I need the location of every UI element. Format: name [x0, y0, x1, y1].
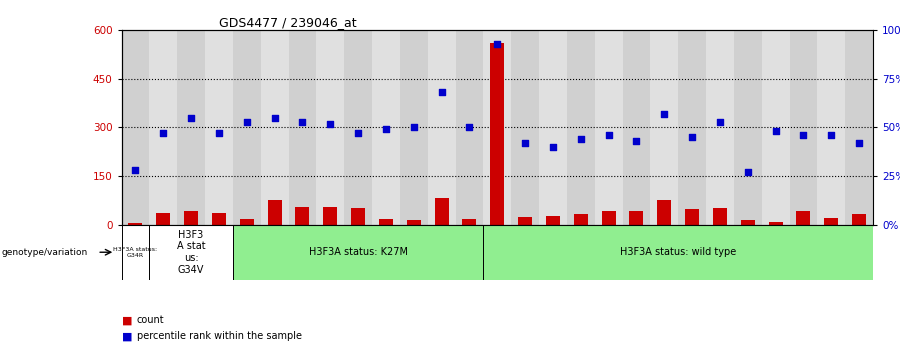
Point: [518, 140, 532, 146]
Point: [490, 41, 504, 46]
Point: [156, 130, 170, 136]
Text: H3F3A status: wild type: H3F3A status: wild type: [620, 247, 736, 257]
Point: [212, 130, 226, 136]
Bar: [205, 30, 233, 225]
Text: H3F3A status: K27M: H3F3A status: K27M: [309, 247, 408, 257]
Text: ■: ■: [122, 315, 132, 325]
Text: genotype/variation: genotype/variation: [2, 248, 88, 257]
Bar: [491, 43, 504, 225]
Point: [267, 115, 282, 120]
Bar: [567, 30, 595, 225]
Text: ■: ■: [122, 331, 132, 341]
Text: H3F3A status:
G34R: H3F3A status: G34R: [113, 247, 158, 258]
Point: [573, 136, 588, 142]
Bar: [789, 30, 817, 225]
Point: [601, 132, 616, 138]
Point: [351, 130, 365, 136]
Bar: [344, 30, 372, 225]
Bar: [316, 30, 344, 225]
Text: GDS4477 / 239046_at: GDS4477 / 239046_at: [220, 16, 356, 29]
Bar: [629, 211, 643, 225]
Bar: [483, 30, 511, 225]
Point: [435, 90, 449, 95]
Point: [323, 121, 338, 126]
Point: [741, 169, 755, 175]
Bar: [177, 30, 205, 225]
Bar: [734, 30, 761, 225]
Bar: [539, 30, 567, 225]
Bar: [574, 215, 588, 225]
Text: count: count: [137, 315, 165, 325]
Bar: [212, 213, 226, 225]
Point: [407, 125, 421, 130]
Bar: [400, 30, 428, 225]
Bar: [233, 225, 483, 280]
Bar: [824, 218, 838, 225]
Point: [379, 126, 393, 132]
Point: [239, 119, 254, 125]
Bar: [483, 225, 873, 280]
Bar: [601, 211, 616, 225]
Point: [657, 111, 671, 116]
Bar: [845, 30, 873, 225]
Point: [629, 138, 643, 144]
Bar: [289, 30, 316, 225]
Bar: [657, 200, 671, 225]
Bar: [679, 30, 706, 225]
Bar: [463, 219, 476, 225]
Bar: [623, 30, 651, 225]
Bar: [428, 30, 455, 225]
Bar: [796, 211, 810, 225]
Point: [852, 140, 867, 146]
Point: [713, 119, 727, 125]
Bar: [122, 225, 149, 280]
Bar: [129, 223, 142, 225]
Bar: [685, 209, 699, 225]
Point: [128, 167, 142, 173]
Point: [824, 132, 839, 138]
Bar: [233, 30, 261, 225]
Bar: [157, 213, 170, 225]
Bar: [511, 30, 539, 225]
Bar: [435, 198, 448, 225]
Point: [184, 115, 198, 120]
Bar: [713, 208, 727, 225]
Bar: [295, 207, 310, 225]
Point: [295, 119, 310, 125]
Bar: [741, 220, 755, 225]
Bar: [651, 30, 679, 225]
Point: [796, 132, 811, 138]
Point: [545, 144, 560, 150]
Bar: [122, 30, 149, 225]
Bar: [518, 217, 532, 225]
Bar: [407, 220, 420, 225]
Bar: [184, 211, 198, 225]
Bar: [706, 30, 734, 225]
Bar: [761, 30, 789, 225]
Bar: [149, 225, 233, 280]
Bar: [261, 30, 289, 225]
Text: H3F3
A stat
us:
G34V: H3F3 A stat us: G34V: [176, 230, 205, 275]
Bar: [239, 219, 254, 225]
Bar: [852, 215, 866, 225]
Bar: [379, 219, 393, 225]
Text: percentile rank within the sample: percentile rank within the sample: [137, 331, 302, 341]
Bar: [455, 30, 483, 225]
Bar: [769, 222, 782, 225]
Bar: [595, 30, 623, 225]
Bar: [323, 207, 338, 225]
Point: [685, 134, 699, 140]
Bar: [817, 30, 845, 225]
Bar: [351, 208, 365, 225]
Point: [769, 129, 783, 134]
Bar: [149, 30, 177, 225]
Point: [463, 125, 477, 130]
Bar: [267, 200, 282, 225]
Bar: [546, 216, 560, 225]
Bar: [372, 30, 400, 225]
